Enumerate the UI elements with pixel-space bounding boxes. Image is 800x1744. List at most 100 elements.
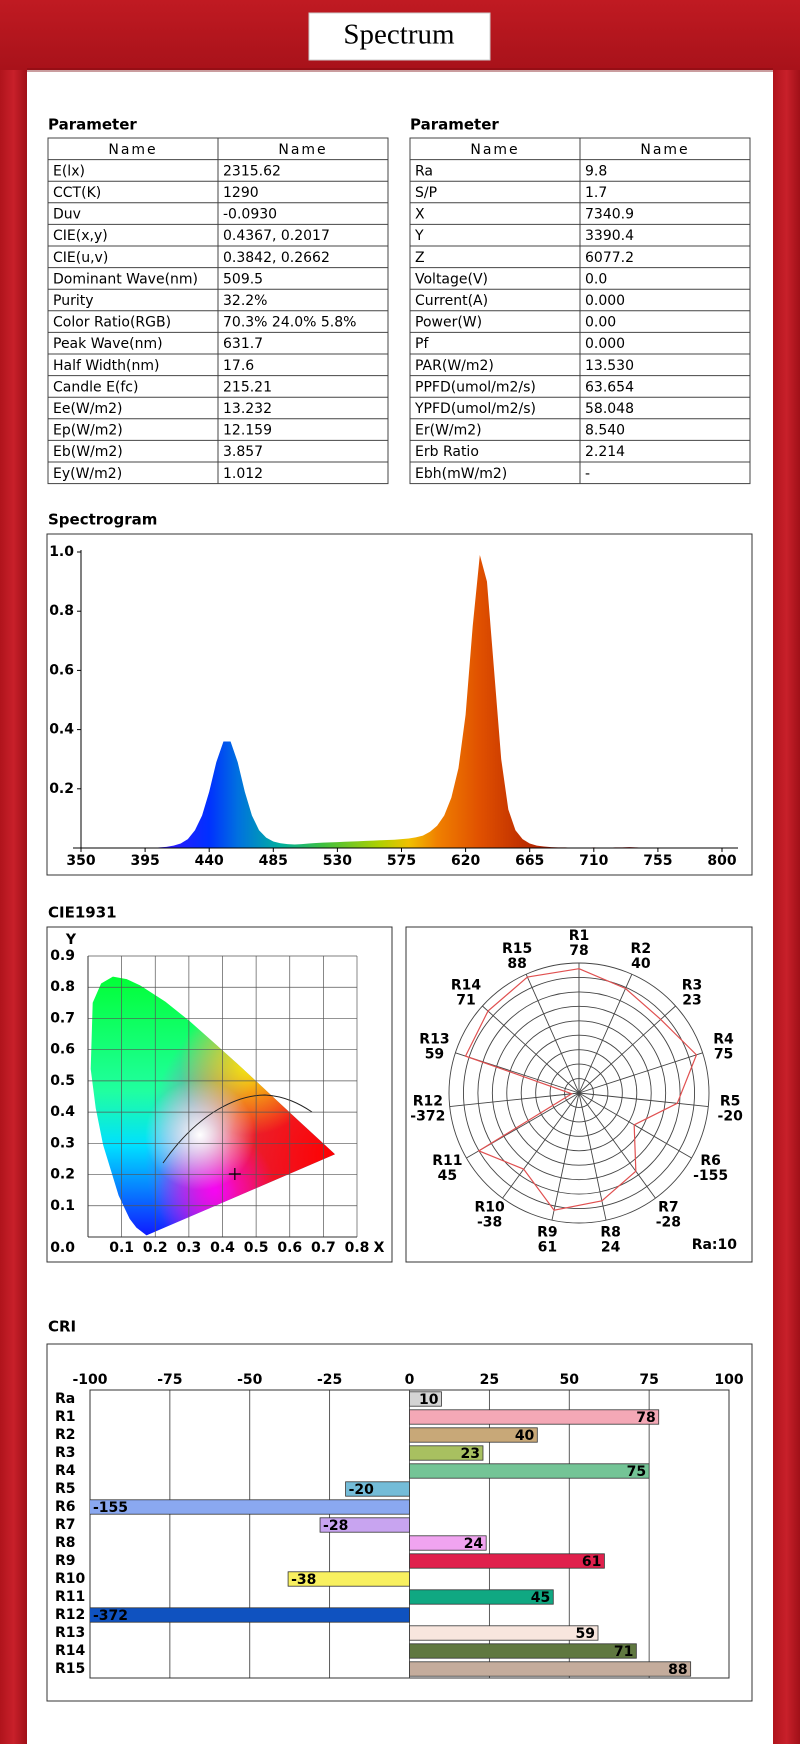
bar-value-label: -155 bbox=[93, 1500, 128, 1516]
radar-value-label: 78 bbox=[569, 943, 588, 959]
y-axis-label: Y bbox=[65, 932, 77, 948]
table-cell: Erb Ratio bbox=[415, 444, 479, 460]
table-header: Name bbox=[278, 142, 327, 158]
table-cell: 58.048 bbox=[585, 401, 634, 417]
radar-value-label: 24 bbox=[601, 1240, 621, 1256]
table-cell: Ep(W/m2) bbox=[53, 423, 123, 439]
spectrogram-frame bbox=[46, 533, 753, 876]
radar-spoke bbox=[578, 1092, 692, 1159]
y-tick-label: R15 bbox=[55, 1661, 85, 1677]
radar-spoke bbox=[525, 974, 580, 1094]
radar-category: R3 bbox=[682, 978, 703, 994]
x-tick-label: 0.1 bbox=[109, 1240, 134, 1256]
spectrum-area bbox=[152, 554, 651, 848]
bar bbox=[287, 1571, 410, 1587]
table-cell: Power(W) bbox=[415, 315, 482, 331]
radar-category: R2 bbox=[631, 941, 652, 957]
y-tick-label: R3 bbox=[55, 1445, 76, 1461]
radar-value-label: -28 bbox=[656, 1214, 681, 1230]
table-cell: 2.214 bbox=[585, 444, 625, 460]
table-cell: Y bbox=[414, 228, 424, 244]
table-cell: Pf bbox=[415, 336, 429, 352]
table-cell: CCT(K) bbox=[53, 185, 101, 201]
x-tick-label: 620 bbox=[451, 853, 480, 869]
cri-frame bbox=[46, 1343, 753, 1702]
x-tick-label: 0.7 bbox=[311, 1240, 336, 1256]
table-cell: Voltage(V) bbox=[415, 271, 488, 287]
y-tick-label: Ra bbox=[55, 1391, 75, 1407]
table-cell: 3390.4 bbox=[585, 228, 634, 244]
x-tick-label: 50 bbox=[560, 1372, 580, 1388]
table-cell: YPFD(umol/m2/s) bbox=[414, 401, 536, 417]
bar-value-label: 23 bbox=[461, 1446, 480, 1462]
planckian-locus bbox=[162, 1094, 313, 1164]
radar-spoke bbox=[578, 1092, 607, 1221]
bar-value-label: -20 bbox=[349, 1482, 375, 1498]
table-cell: Ebh(mW/m2) bbox=[415, 466, 507, 482]
table-cell: 631.7 bbox=[223, 336, 263, 352]
x-tick-label: 710 bbox=[579, 853, 608, 869]
page-title: Spectrum bbox=[343, 19, 455, 51]
x-tick-label: -100 bbox=[72, 1372, 107, 1388]
table-cell: Current(A) bbox=[415, 293, 488, 309]
table-cell: 1290 bbox=[223, 185, 259, 201]
x-axis-label: X bbox=[374, 1240, 385, 1256]
table-cell: 1.7 bbox=[585, 185, 607, 201]
y-tick-label: 0.2 bbox=[50, 1167, 75, 1183]
table-cell: Er(W/m2) bbox=[415, 423, 482, 439]
table-cell: CIE(x,y) bbox=[53, 228, 108, 244]
radar-category: R6 bbox=[700, 1153, 721, 1169]
radar-value-label: -20 bbox=[718, 1109, 744, 1125]
bar-value-label: 45 bbox=[531, 1590, 550, 1606]
x-tick-label: 0.8 bbox=[345, 1240, 370, 1256]
bar bbox=[90, 1607, 410, 1623]
y-tick-label: R13 bbox=[55, 1625, 85, 1641]
radar-spoke bbox=[578, 974, 633, 1094]
radar-value-label: 59 bbox=[425, 1047, 444, 1063]
radar-category: R7 bbox=[658, 1199, 679, 1215]
chromaticity-point bbox=[228, 1168, 241, 1181]
table-title: Parameter bbox=[410, 116, 499, 134]
radar-category: R14 bbox=[451, 978, 482, 994]
radar-value-label: 40 bbox=[631, 956, 651, 972]
table-cell: 2315.62 bbox=[223, 163, 281, 179]
x-tick-label: -75 bbox=[157, 1372, 182, 1388]
table-cell: 8.540 bbox=[585, 423, 625, 439]
table-cell: 70.3% 24.0% 5.8% bbox=[223, 315, 356, 331]
bar-value-label: 59 bbox=[576, 1626, 595, 1642]
y-tick-label: R14 bbox=[55, 1643, 86, 1659]
x-tick-label: 0.2 bbox=[143, 1240, 168, 1256]
bar bbox=[409, 1643, 637, 1659]
bar-value-label: -372 bbox=[93, 1608, 128, 1624]
y-tick-label: 0.4 bbox=[50, 1104, 75, 1120]
table-cell: Z bbox=[415, 250, 425, 266]
x-tick-label: -50 bbox=[237, 1372, 263, 1388]
radar-category: R15 bbox=[502, 941, 532, 957]
bar bbox=[409, 1427, 538, 1443]
table-cell: Half Width(nm) bbox=[53, 358, 159, 374]
y-tick-label: 0.7 bbox=[50, 1010, 75, 1026]
table-cell: Duv bbox=[53, 207, 81, 223]
table-cell: S/P bbox=[415, 185, 437, 201]
bar-value-label: 88 bbox=[668, 1662, 687, 1678]
table-header: Name bbox=[470, 142, 519, 158]
radar-category: R5 bbox=[720, 1094, 741, 1110]
table-header: Name bbox=[108, 142, 157, 158]
radar-frame bbox=[405, 926, 753, 1263]
table-cell: CIE(u,v) bbox=[53, 250, 108, 266]
header-shadow bbox=[27, 68, 773, 72]
bar-value-label: -38 bbox=[291, 1572, 316, 1588]
table-cell: Candle E(fc) bbox=[53, 379, 138, 395]
y-tick-label: 0.1 bbox=[50, 1198, 75, 1214]
x-tick-label: 665 bbox=[515, 853, 544, 869]
x-tick-label: 0.5 bbox=[244, 1240, 269, 1256]
table-cell: 32.2% bbox=[223, 293, 267, 309]
table-cell: 13.530 bbox=[585, 358, 634, 374]
x-tick-label: 440 bbox=[195, 853, 224, 869]
bar bbox=[409, 1625, 599, 1641]
radar-spoke bbox=[551, 1092, 580, 1221]
radar-spoke bbox=[578, 1092, 656, 1199]
table-cell: 0.3842, 0.2662 bbox=[223, 250, 330, 266]
bar bbox=[90, 1499, 410, 1515]
